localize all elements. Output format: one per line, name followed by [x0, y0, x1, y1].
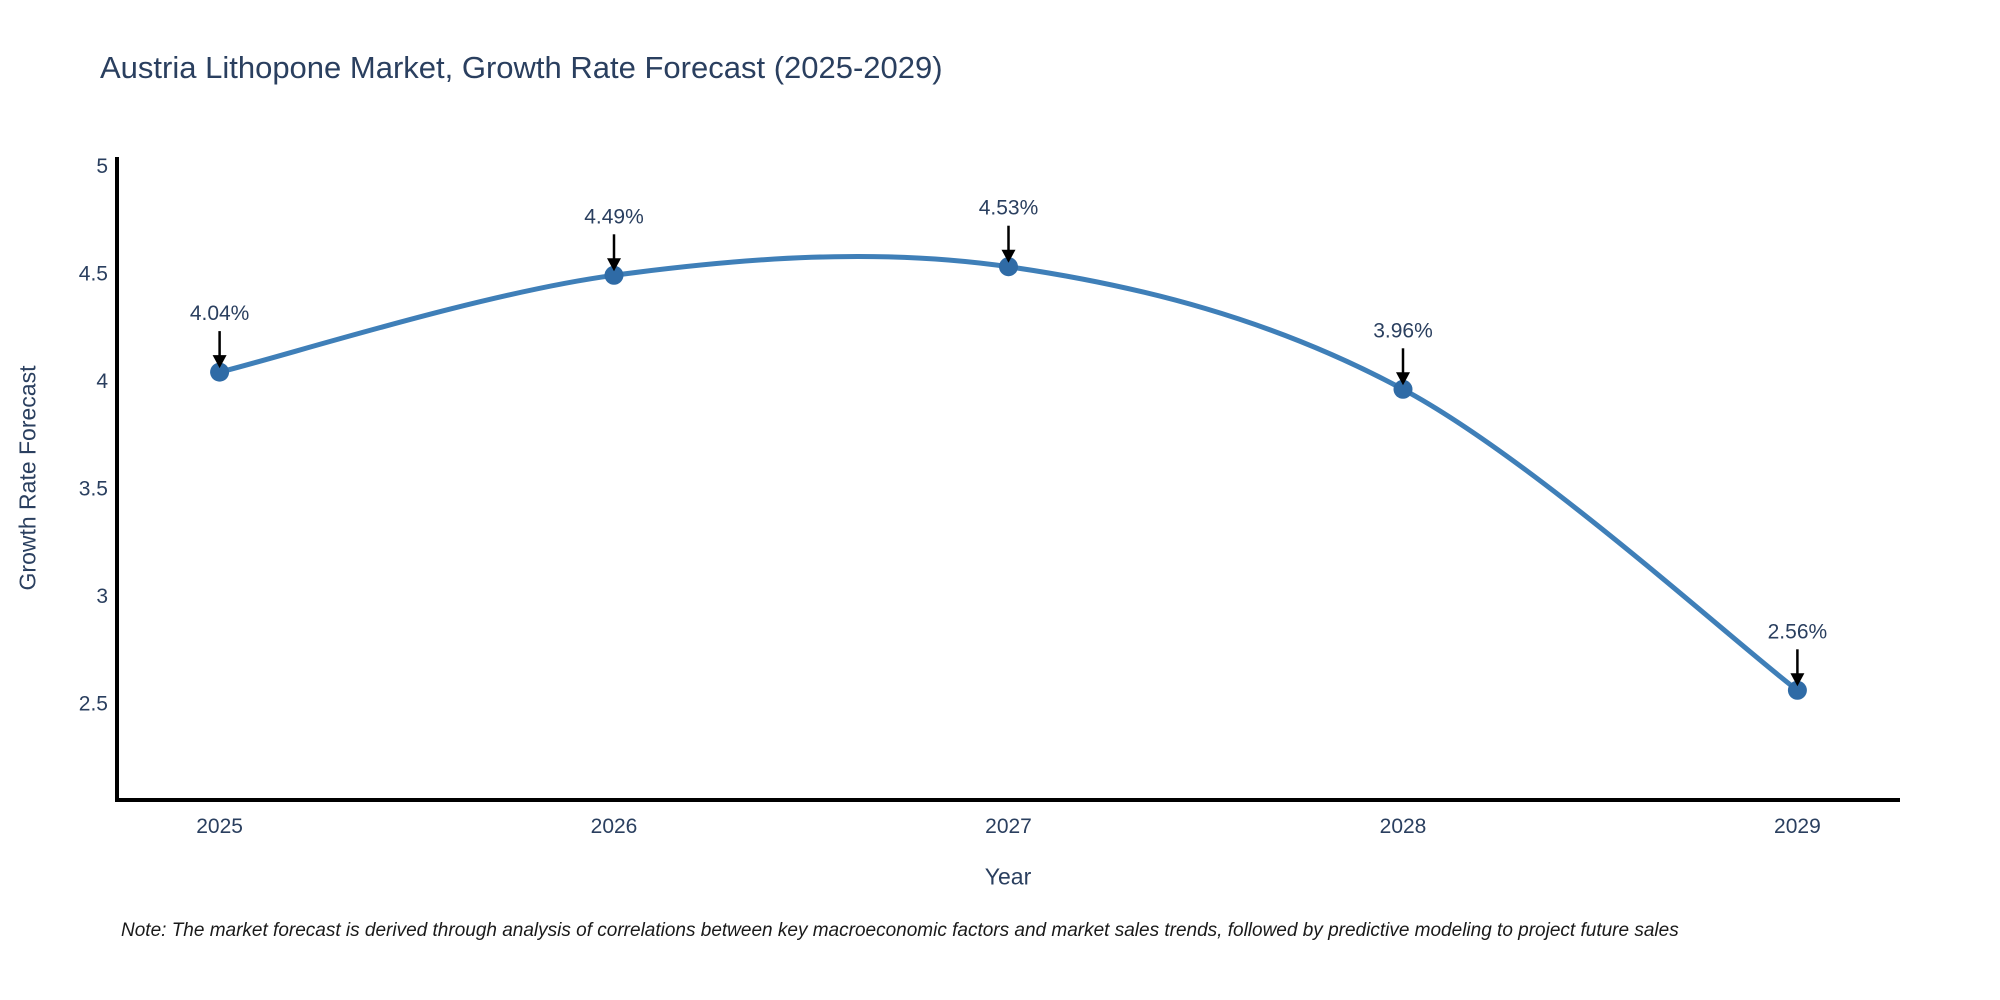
y-tick-label: 3: [96, 585, 108, 608]
y-tick-label: 4.5: [79, 263, 108, 286]
chart-title: Austria Lithopone Market, Growth Rate Fo…: [100, 50, 943, 85]
y-tick-label: 5: [96, 155, 108, 178]
data-point-marker[interactable]: [1787, 680, 1807, 700]
annotation-arrow-head: [1001, 249, 1016, 263]
annotation-arrow-head: [212, 355, 227, 369]
data-point-marker[interactable]: [210, 362, 230, 382]
point-label: 2.56%: [1768, 620, 1828, 643]
x-tick-label: 2025: [196, 815, 243, 838]
data-point-marker[interactable]: [999, 257, 1018, 277]
data-point-marker[interactable]: [604, 265, 624, 285]
y-tick-label: 4: [96, 370, 108, 393]
annotation-arrow-head: [1396, 372, 1410, 386]
y-tick-label: 2.5: [79, 693, 108, 716]
series-line: [219, 253, 1799, 693]
x-tick-label: 2028: [1380, 815, 1427, 838]
x-tick-label: 2029: [1774, 815, 1821, 838]
x-tick-label: 2026: [591, 815, 638, 838]
x-axis-title: Year: [984, 863, 1032, 890]
data-point-marker[interactable]: [1393, 379, 1413, 399]
annotation-arrow-head: [607, 258, 621, 272]
footnote: Note: The market forecast is derived thr…: [121, 920, 1679, 941]
point-label: 3.96%: [1373, 319, 1433, 342]
x-tick-label: 2027: [985, 815, 1032, 838]
point-label: 4.49%: [584, 205, 644, 228]
axis-spines: [115, 157, 1900, 802]
annotation-arrow-head: [1790, 673, 1805, 687]
point-label: 4.04%: [190, 302, 250, 325]
y-tick-label: 3.5: [79, 478, 108, 501]
point-label: 4.53%: [979, 197, 1039, 220]
